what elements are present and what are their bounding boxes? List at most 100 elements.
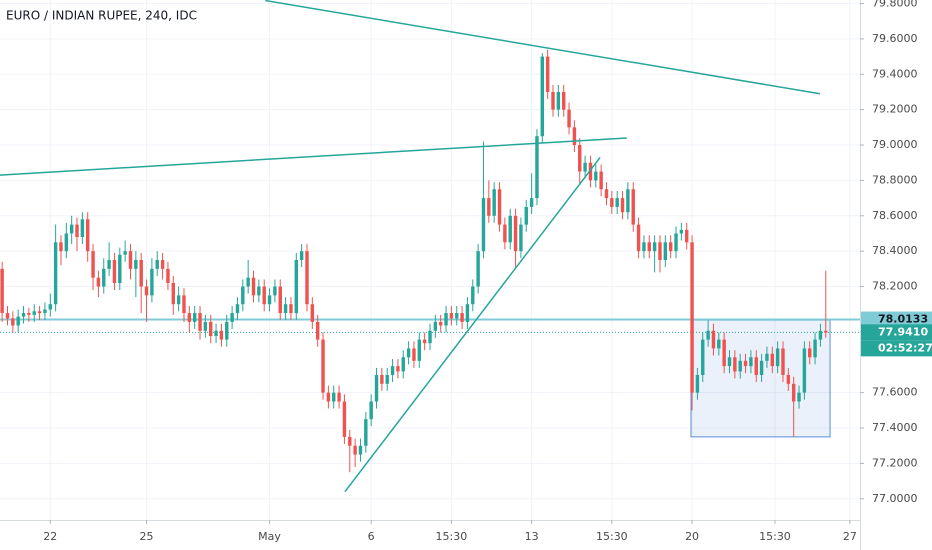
candle-body (214, 330, 218, 337)
candle-body (417, 339, 422, 361)
candle-body (96, 277, 101, 287)
candle-body (5, 313, 10, 319)
candle-body (556, 91, 561, 110)
candle-body (642, 242, 646, 252)
candle-body (444, 313, 448, 326)
x-tick-label: 25 (140, 530, 154, 543)
candle-body (305, 251, 309, 305)
candle-body (380, 374, 384, 384)
candle-body (86, 219, 90, 252)
candle-body (262, 286, 266, 305)
candle-body (27, 313, 31, 315)
candle-body (75, 224, 79, 238)
y-tick-label: 79.6000 (872, 32, 918, 45)
candle-body (0, 268, 4, 314)
candle-body (241, 286, 245, 305)
candle-body (465, 304, 470, 322)
y-tick-label: 77.2000 (872, 456, 918, 469)
candle-body (733, 357, 737, 372)
x-tick-label: May (258, 530, 281, 543)
x-tick-label: 22 (43, 530, 57, 543)
candle-body (374, 374, 379, 402)
candle-body (32, 311, 36, 315)
candle-body (781, 348, 785, 375)
candle-body (808, 348, 812, 358)
candle-body (283, 304, 288, 314)
candle-body (455, 313, 459, 319)
price-label-box (861, 324, 932, 341)
countdown-box (861, 340, 932, 357)
y-tick-label: 78.2000 (872, 280, 918, 293)
candle-body (332, 392, 336, 402)
candle-body (652, 242, 657, 252)
candle-body (824, 330, 828, 333)
candle-body (294, 260, 299, 314)
candle-body (267, 295, 272, 305)
candle-body (396, 366, 400, 372)
candle-body (701, 339, 705, 375)
candle-body (11, 318, 15, 326)
candle-body (759, 360, 764, 375)
candle-body (326, 392, 331, 402)
axes: 79.8000 79.6000 79.4000 79.2000 79.0000 78.80… (43, 0, 932, 543)
candle-body (604, 189, 609, 199)
candle-body (492, 189, 496, 216)
candle-body (743, 360, 748, 367)
candle-body (551, 91, 555, 110)
candle-body (230, 313, 234, 322)
candle-body (251, 277, 256, 296)
candle-body (433, 321, 438, 331)
candle-body (588, 162, 593, 181)
candle-body (578, 145, 582, 172)
chart-title: EURO / INDIAN RUPEE, 240, IDC (6, 9, 197, 23)
candle-body (53, 242, 58, 305)
candle-body (561, 91, 566, 110)
candle-body (690, 242, 694, 393)
x-tick-label: 15:30 (759, 530, 791, 543)
candle-body (610, 198, 614, 207)
candle-body (674, 233, 678, 252)
candle-body (37, 311, 42, 314)
price-label-box (861, 311, 932, 328)
candle-body (567, 109, 571, 128)
candle-body (685, 229, 689, 243)
candle-body (749, 357, 753, 367)
candle-body (187, 313, 192, 322)
candle-body (529, 198, 534, 207)
candle-body (43, 309, 47, 314)
candle-body (299, 251, 304, 260)
x-tick-label: 15:30 (596, 530, 628, 543)
candle-body (626, 189, 630, 213)
candle-body (481, 198, 486, 252)
candle-body (438, 321, 443, 326)
y-tick-label: 78.4000 (872, 244, 918, 257)
candle-body (155, 260, 159, 269)
x-tick-label: 20 (685, 530, 699, 543)
candle-body (460, 313, 464, 322)
candle-body (198, 313, 202, 331)
candle-body (273, 286, 277, 296)
candle-body (422, 339, 427, 344)
candle-body (668, 242, 673, 252)
candle-body (599, 171, 603, 190)
candle-body (278, 286, 282, 314)
candle-body (711, 330, 716, 349)
candle-body (572, 127, 577, 146)
candle-body (722, 339, 726, 367)
candle-body (508, 215, 512, 243)
candle-body (535, 136, 539, 199)
y-tick-label: 78.6000 (872, 209, 918, 222)
candle-body (412, 348, 416, 361)
trend-line (344, 156, 601, 493)
candle-body (80, 219, 85, 238)
candle-body (513, 215, 518, 252)
candle-body (21, 313, 26, 317)
candle-body (69, 224, 74, 234)
candle-body (209, 321, 213, 337)
candle-body (342, 401, 347, 437)
x-tick-label: 27 (843, 530, 857, 543)
candle-body (524, 206, 528, 225)
y-tick-label: 78.8000 (872, 173, 918, 186)
candle-body (706, 330, 710, 340)
